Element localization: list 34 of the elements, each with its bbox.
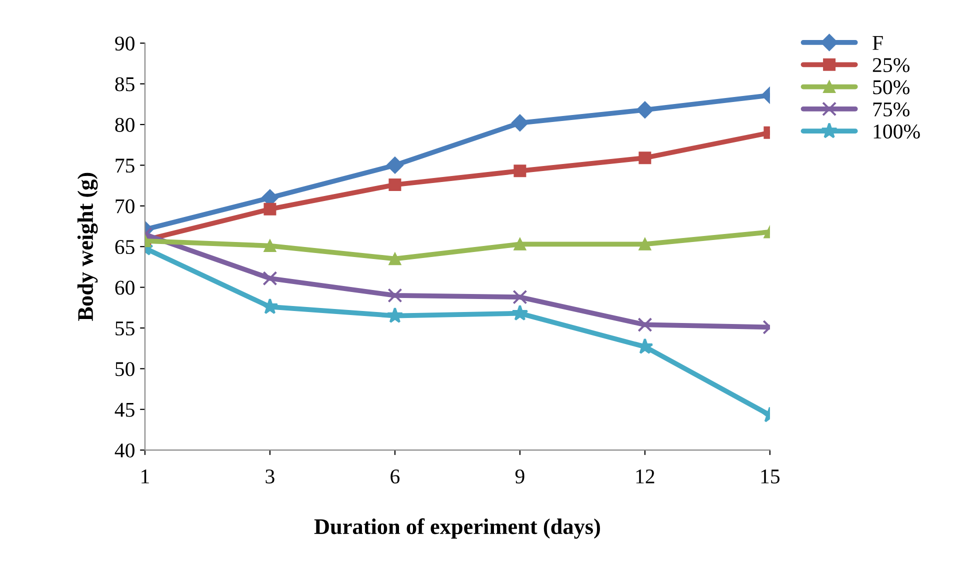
point [388, 252, 402, 266]
y-axis-title: Body weight (g) [77, 172, 98, 321]
point [514, 164, 526, 178]
legend-label: 50% [873, 80, 910, 94]
x-axis-title: Duration of experiment (days) [314, 518, 600, 539]
y-tick-label: 90 [115, 36, 134, 51]
legend-label: 25% [872, 58, 910, 72]
point [514, 238, 526, 250]
point [512, 304, 528, 321]
y-tick-label: 70 [116, 199, 134, 214]
legend-label: 75% [873, 102, 910, 116]
legend-label: F [872, 36, 883, 50]
y-tick-label: 45 [114, 402, 134, 417]
point [388, 288, 402, 303]
y-tick-label: 80 [115, 118, 134, 132]
x-tick-label: 9 [515, 469, 524, 484]
x-tick-label: 6 [390, 469, 400, 484]
point [388, 178, 402, 192]
point [511, 114, 528, 132]
legend-label: 100% [874, 124, 920, 139]
x-tick-label: 12 [636, 469, 654, 484]
y-tick-label: 60 [115, 280, 134, 295]
y-tick-label: 55 [116, 322, 134, 336]
x-tick-label: 1 [142, 470, 149, 484]
y-tick-label: 40 [114, 443, 134, 458]
point [512, 290, 528, 304]
y-tick-label: 50 [116, 362, 134, 376]
point [386, 156, 404, 174]
y-tick-label: 65 [115, 240, 134, 254]
x-tick-label: 3 [266, 469, 274, 484]
x-tick-label: 15 [761, 470, 780, 484]
y-tick-label: 85 [115, 77, 134, 92]
point [386, 307, 404, 324]
y-tick-label: 75 [116, 158, 134, 173]
